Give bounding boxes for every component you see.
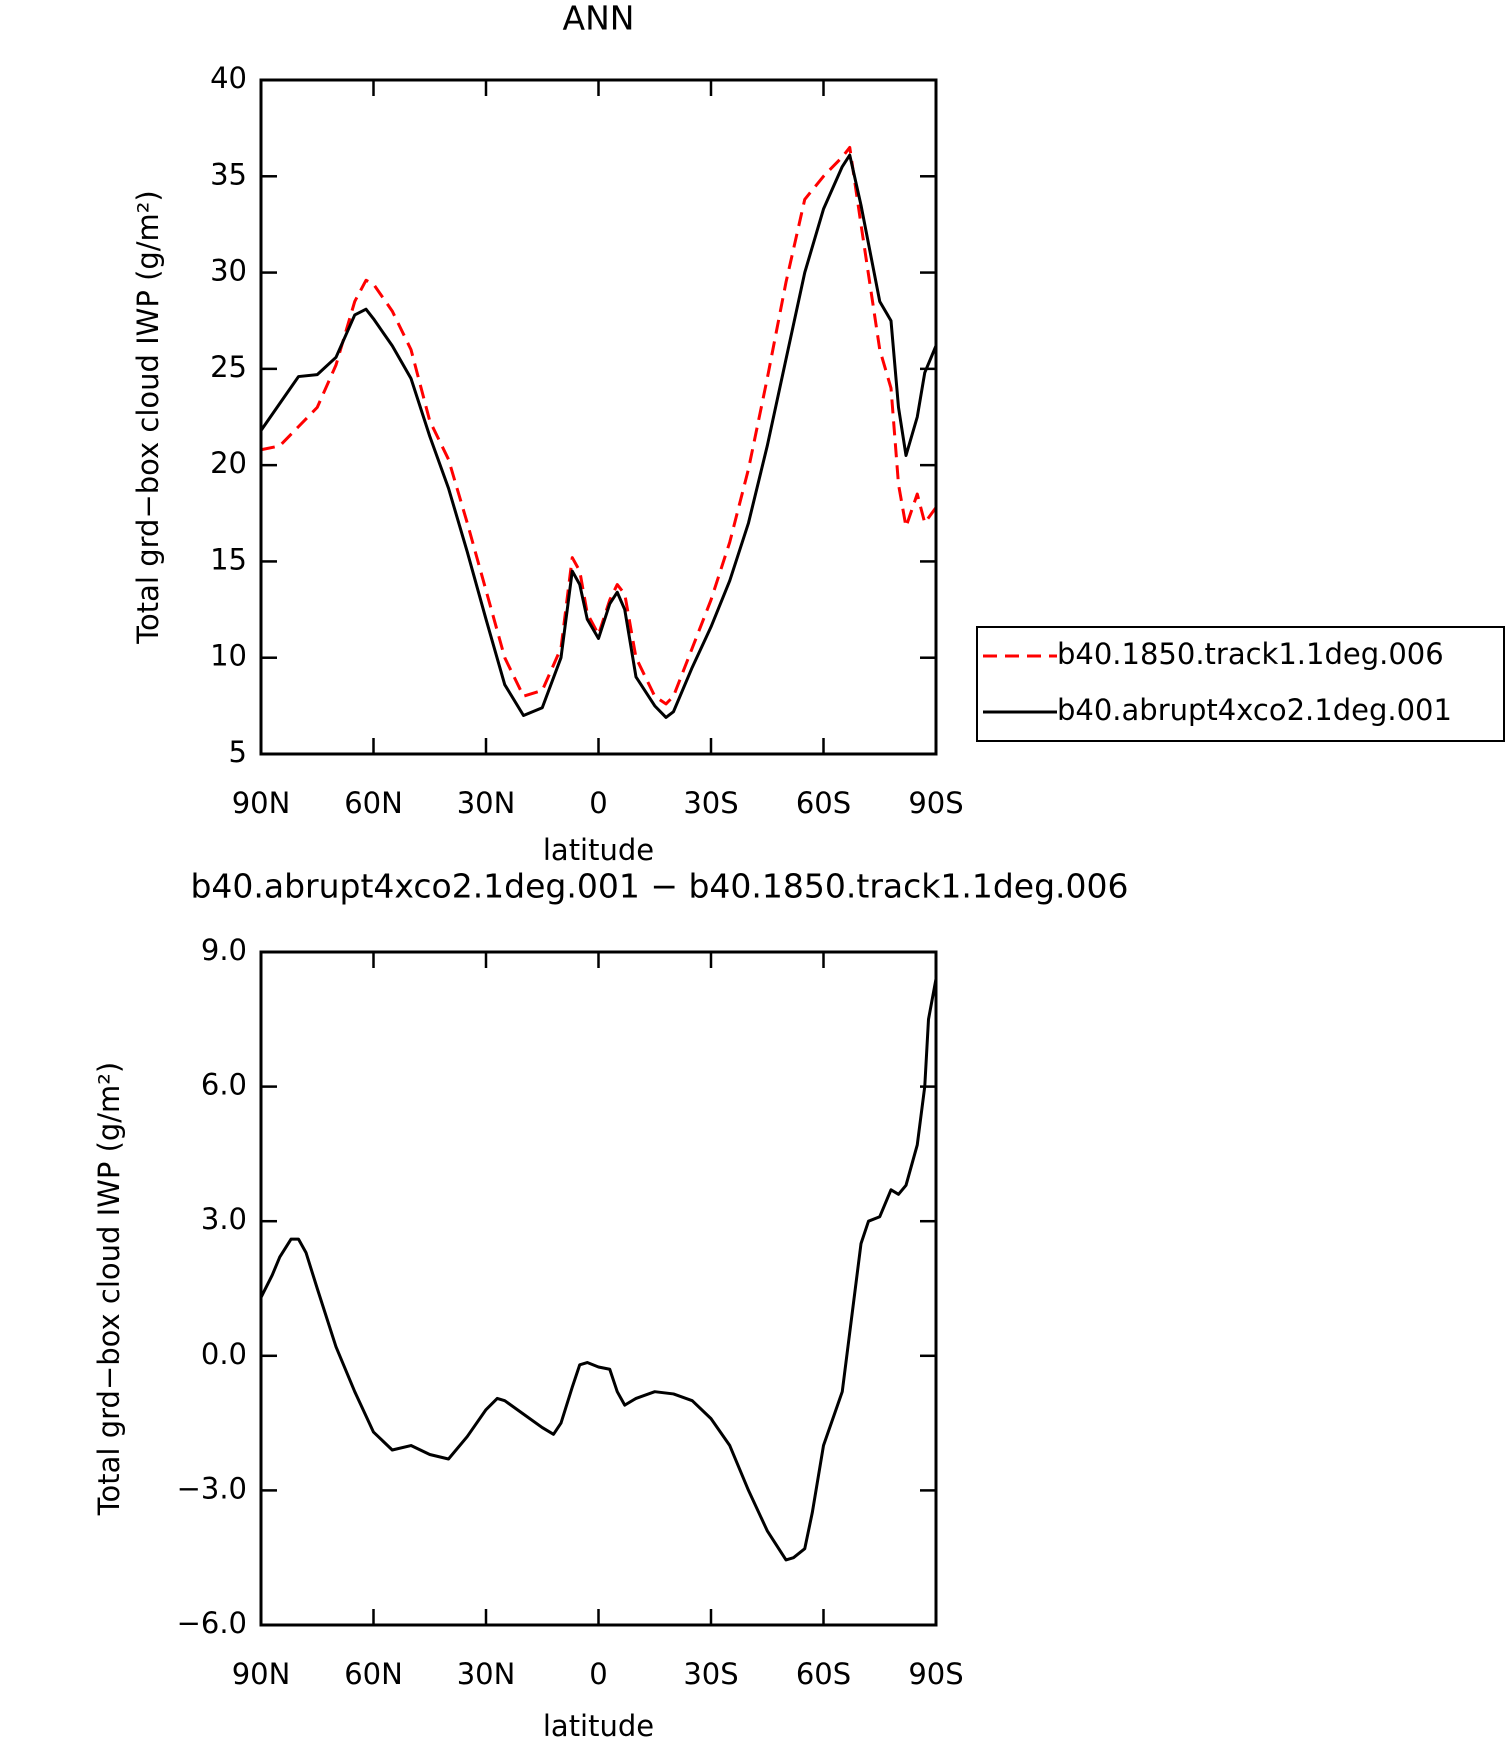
y-tick-label: 25 xyxy=(210,350,247,384)
y-tick-label: 6.0 xyxy=(201,1068,247,1102)
x-tick-label: 60N xyxy=(344,1657,403,1691)
y-tick-label: 10 xyxy=(210,639,247,673)
data-line xyxy=(259,978,938,1562)
plot-frame xyxy=(259,78,938,756)
y-tick-label: 20 xyxy=(210,446,247,480)
y-tick-label: 9.0 xyxy=(201,933,247,967)
y-tick-label: 5 xyxy=(229,735,247,769)
x-tick-label: 30S xyxy=(683,1657,738,1691)
y-tick-label: 30 xyxy=(210,254,247,288)
y-tick-label: −6.0 xyxy=(177,1606,247,1640)
x-axis-label: latitude xyxy=(543,1709,654,1743)
y-tick-label: 15 xyxy=(210,542,247,576)
y-axis-label: Total grd−box cloud IWP (g/m²) xyxy=(92,1062,126,1516)
x-tick-label: 90S xyxy=(908,1657,963,1691)
x-tick-label: 60S xyxy=(796,786,851,820)
x-tick-label: 30N xyxy=(457,786,516,820)
x-tick-label: 60N xyxy=(344,786,403,820)
x-tick-label: 90N xyxy=(232,786,291,820)
y-tick-label: 3.0 xyxy=(201,1202,247,1236)
y-tick-label: 35 xyxy=(210,157,247,191)
x-tick-label: 60S xyxy=(796,1657,851,1691)
legend-label: b40.1850.track1.1deg.006 xyxy=(1057,637,1444,671)
legend-label: b40.abrupt4xco2.1deg.001 xyxy=(1057,693,1452,727)
plot-frame xyxy=(259,950,938,1627)
chart-title: ANN xyxy=(563,0,635,38)
legend-box xyxy=(976,626,1505,742)
x-tick-label: 30S xyxy=(683,786,738,820)
y-tick-label: 0.0 xyxy=(201,1337,247,1371)
y-tick-label: −3.0 xyxy=(177,1471,247,1505)
y-tick-label: 40 xyxy=(210,61,247,95)
x-tick-label: 30N xyxy=(457,1657,516,1691)
x-tick-label: 0 xyxy=(589,786,607,820)
chart-title: b40.abrupt4xco2.1deg.001 − b40.1850.trac… xyxy=(190,867,1128,906)
x-axis-label: latitude xyxy=(543,833,654,867)
x-tick-label: 90S xyxy=(908,786,963,820)
data-line xyxy=(260,145,938,706)
data-line xyxy=(259,153,938,719)
x-tick-label: 90N xyxy=(232,1657,291,1691)
x-tick-label: 0 xyxy=(589,1657,607,1691)
y-axis-label: Total grd−box cloud IWP (g/m²) xyxy=(131,190,165,644)
